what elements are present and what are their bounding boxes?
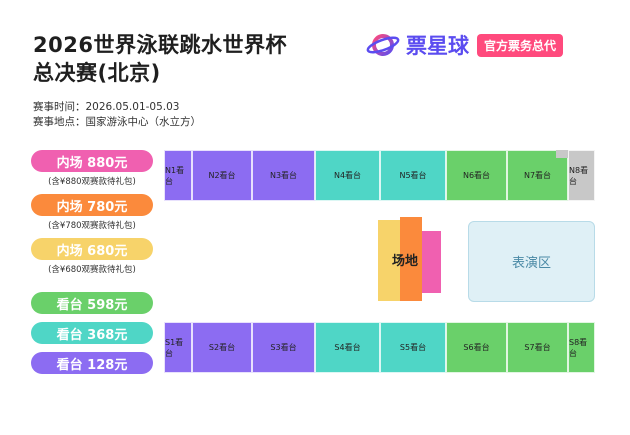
brand-name: 票星球 bbox=[406, 34, 469, 58]
section-s6[interactable]: S6看台 bbox=[446, 322, 507, 373]
event-title: 2026世界泳联跳水世界杯 总决赛(北京) bbox=[33, 31, 287, 87]
price-note-880: (含¥880观赛款待礼包) bbox=[48, 177, 136, 187]
section-s8[interactable]: S8看台 bbox=[568, 322, 595, 373]
planet-logo-icon bbox=[366, 34, 400, 56]
section-n6[interactable]: N6看台 bbox=[446, 150, 507, 201]
event-venue-value: 国家游泳中心（水立方） bbox=[85, 116, 202, 128]
price-pill-680[interactable]: 内场 680元 bbox=[31, 238, 153, 260]
section-n3[interactable]: N3看台 bbox=[252, 150, 315, 201]
brand-logo: 票星球 官方票务总代 bbox=[366, 29, 594, 61]
section-s3[interactable]: S3看台 bbox=[252, 322, 315, 373]
section-n8[interactable]: N8看台 bbox=[568, 150, 595, 201]
event-time-value: 2026.05.01-05.03 bbox=[85, 101, 180, 113]
section-s4[interactable]: S4看台 bbox=[315, 322, 380, 373]
price-pill-880[interactable]: 内场 880元 bbox=[31, 150, 153, 172]
event-venue: 赛事地点：国家游泳中心（水立方） bbox=[33, 114, 201, 129]
section-n7-corner bbox=[556, 150, 568, 158]
price-note-780: (含¥780观赛款待礼包) bbox=[48, 221, 136, 231]
section-s7[interactable]: S7看台 bbox=[507, 322, 568, 373]
performance-area-label: 表演区 bbox=[511, 256, 551, 271]
event-time: 赛事时间：2026.05.01-05.03 bbox=[33, 99, 179, 114]
price-pill-598[interactable]: 看台 598元 bbox=[31, 292, 153, 314]
price-note-680: (含¥680观赛款待礼包) bbox=[48, 265, 136, 275]
field-zone-680[interactable] bbox=[378, 220, 400, 301]
section-n5[interactable]: N5看台 bbox=[380, 150, 446, 201]
section-s2[interactable]: S2看台 bbox=[192, 322, 252, 373]
section-s1[interactable]: S1看台 bbox=[164, 322, 192, 373]
performance-area: 表演区 bbox=[468, 221, 595, 302]
event-title-line1: 2026世界泳联跳水世界杯 bbox=[33, 33, 287, 57]
field-zone-880[interactable] bbox=[422, 231, 441, 293]
price-pill-780[interactable]: 内场 780元 bbox=[31, 194, 153, 216]
price-pill-368[interactable]: 看台 368元 bbox=[31, 322, 153, 344]
official-agent-badge: 官方票务总代 bbox=[477, 33, 564, 57]
section-n2[interactable]: N2看台 bbox=[192, 150, 252, 201]
section-s5[interactable]: S5看台 bbox=[380, 322, 446, 373]
section-n7[interactable]: N7看台 bbox=[507, 150, 568, 201]
field-zone-780[interactable] bbox=[400, 217, 422, 301]
price-pill-128[interactable]: 看台 128元 bbox=[31, 352, 153, 374]
event-time-label: 赛事时间： bbox=[33, 101, 86, 113]
event-title-line2: 总决赛(北京) bbox=[33, 61, 161, 85]
section-n1[interactable]: N1看台 bbox=[164, 150, 192, 201]
event-venue-label: 赛事地点： bbox=[33, 116, 86, 128]
field-label: 场地 bbox=[392, 254, 419, 269]
section-n4[interactable]: N4看台 bbox=[315, 150, 380, 201]
